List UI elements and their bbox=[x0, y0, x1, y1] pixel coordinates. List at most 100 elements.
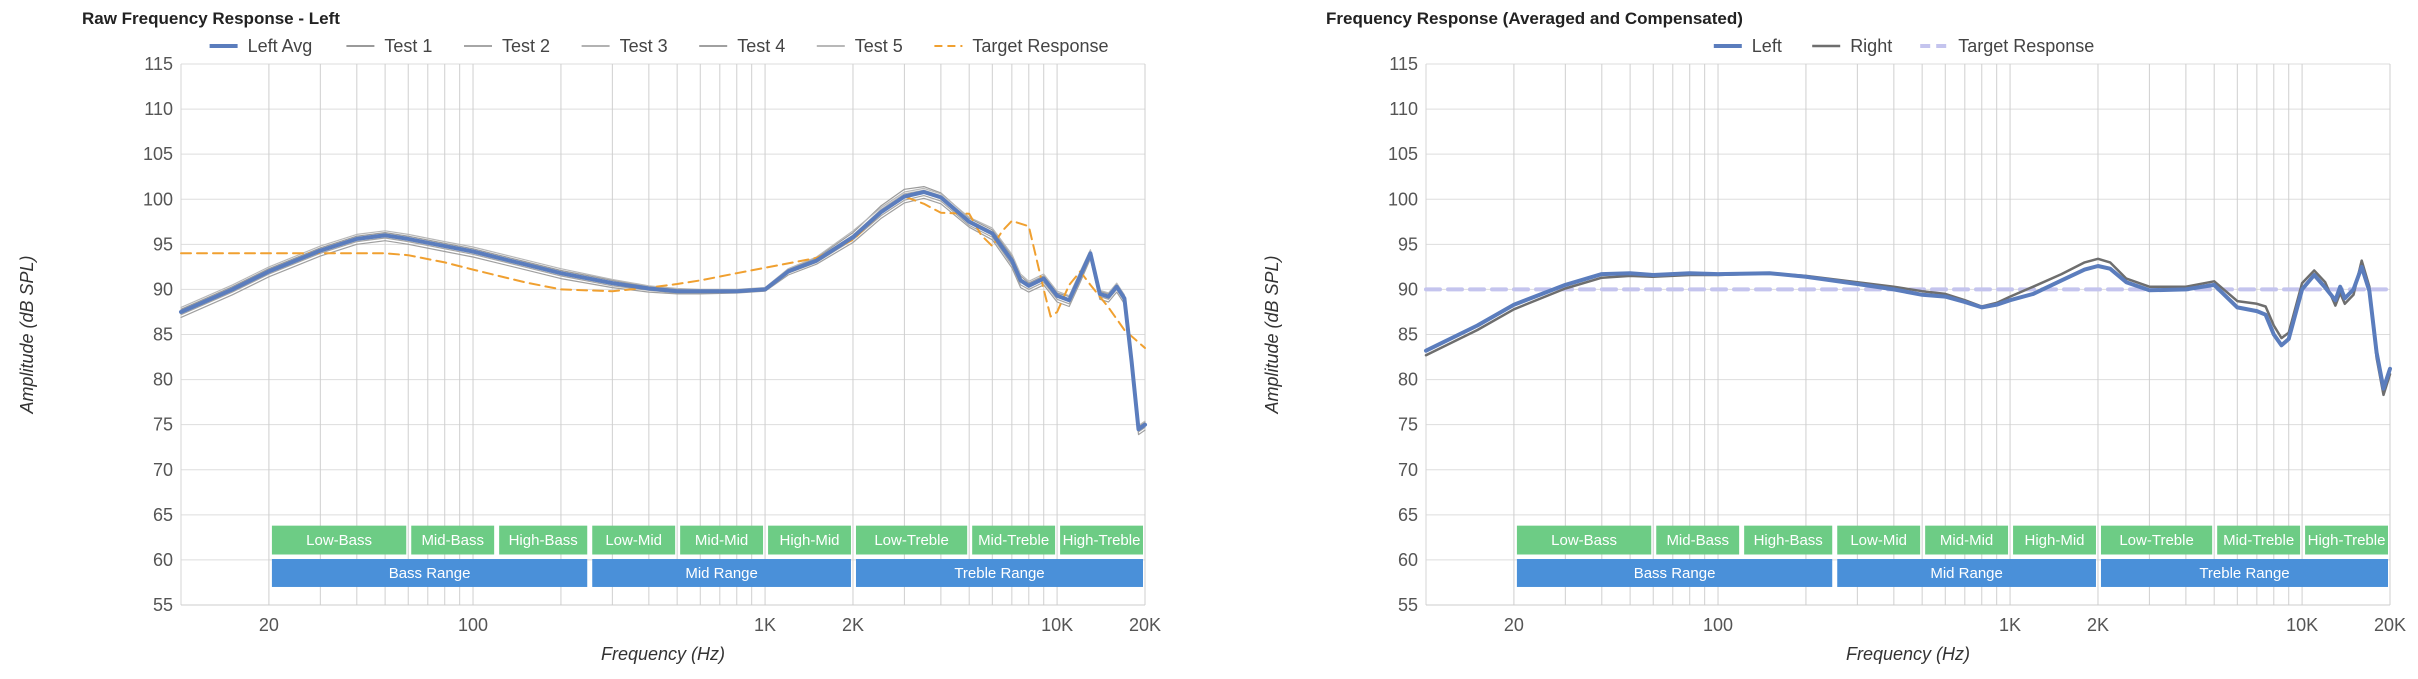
y-tick-label: 100 bbox=[143, 189, 173, 209]
band-low-bass bbox=[271, 525, 407, 555]
y-tick-label: 85 bbox=[153, 325, 173, 345]
x-tick-label: 10K bbox=[1041, 615, 1073, 635]
range-mid-range bbox=[592, 559, 851, 587]
band-label: Mid-Mid bbox=[1940, 532, 1993, 549]
y-axis-label: Amplitude (dB SPL) bbox=[17, 255, 37, 414]
range-label: Bass Range bbox=[1634, 565, 1716, 582]
y-tick-label: 70 bbox=[1398, 460, 1418, 480]
y-tick-label: 95 bbox=[1398, 234, 1418, 254]
band-label: Mid-Bass bbox=[421, 532, 484, 549]
y-tick-label: 115 bbox=[1389, 54, 1418, 74]
legend-label: Test 1 bbox=[384, 36, 432, 56]
series-line-left bbox=[1424, 264, 2392, 391]
series-line-test-3 bbox=[180, 189, 1146, 429]
band-label: Low-Mid bbox=[605, 532, 662, 549]
band-mid-treble bbox=[2217, 525, 2301, 555]
band-label: Low-Treble bbox=[2119, 532, 2193, 549]
x-tick-label: 2K bbox=[842, 615, 864, 635]
y-tick-label: 75 bbox=[153, 415, 173, 435]
band-label: Mid-Treble bbox=[978, 532, 1049, 549]
chart-2: Frequency Response (Averaged and Compens… bbox=[1262, 9, 2406, 664]
band-low-mid bbox=[592, 525, 676, 555]
series-line-target-response bbox=[180, 195, 1146, 349]
series-line-right bbox=[1424, 257, 2392, 397]
y-tick-label: 55 bbox=[153, 595, 173, 615]
series-line-left-avg bbox=[179, 190, 1147, 432]
x-axis-label: Frequency (Hz) bbox=[1846, 644, 1970, 664]
band-low-mid bbox=[1837, 525, 1921, 555]
y-tick-label: 75 bbox=[1398, 415, 1418, 435]
y-tick-label: 110 bbox=[1389, 99, 1418, 119]
legend-label: Test 4 bbox=[737, 36, 785, 56]
y-tick-label: 105 bbox=[143, 144, 173, 164]
y-tick-label: 60 bbox=[153, 550, 173, 570]
chart-1: Raw Frequency Response - Left 55 60 65 70 75 8… bbox=[17, 9, 1161, 664]
legend-label: Test 5 bbox=[855, 36, 903, 56]
x-tick-label: 100 bbox=[458, 615, 488, 635]
legend: Left Right Target Response bbox=[1713, 36, 2094, 56]
y-tick-label: 65 bbox=[153, 505, 173, 525]
band-high-treble bbox=[2305, 525, 2388, 555]
band-mid-mid bbox=[680, 525, 764, 555]
legend-label: Target Response bbox=[972, 36, 1108, 56]
band-label: High-Bass bbox=[509, 532, 578, 549]
range-label: Bass Range bbox=[389, 565, 471, 582]
range-mid-range bbox=[1837, 559, 2096, 587]
series-line-test-1 bbox=[180, 186, 1146, 428]
y-tick-label: 115 bbox=[144, 54, 173, 74]
band-label: Mid-Bass bbox=[1666, 532, 1729, 549]
y-tick-label: 110 bbox=[144, 99, 173, 119]
series-line-test-2 bbox=[180, 195, 1146, 433]
band-label: High-Bass bbox=[1754, 532, 1823, 549]
y-tick-label: 85 bbox=[1398, 325, 1418, 345]
band-label: Mid-Mid bbox=[695, 532, 748, 549]
x-axis-label: Frequency (Hz) bbox=[601, 644, 725, 664]
range-label: Mid Range bbox=[685, 565, 758, 582]
legend-label: Target Response bbox=[1958, 36, 2094, 56]
x-tick-label: 100 bbox=[1703, 615, 1733, 635]
legend-label: Left Avg bbox=[248, 36, 313, 56]
band-label: Low-Bass bbox=[306, 532, 372, 549]
range-bass-range bbox=[1516, 559, 1833, 587]
band-label: High-Treble bbox=[1063, 532, 1141, 549]
y-tick-label: 80 bbox=[153, 370, 173, 390]
x-tick-label: 1K bbox=[1999, 615, 2021, 635]
x-tick-label: 20 bbox=[259, 615, 279, 635]
band-low-bass bbox=[1516, 525, 1652, 555]
range-label: Treble Range bbox=[954, 565, 1044, 582]
y-tick-label: 65 bbox=[1398, 505, 1418, 525]
y-axis-label: Amplitude (dB SPL) bbox=[1262, 255, 1282, 414]
y-tick-label: 70 bbox=[153, 460, 173, 480]
band-low-treble bbox=[855, 525, 968, 555]
x-tick-label: 1K bbox=[754, 615, 776, 635]
x-tick-label: 20K bbox=[2374, 615, 2406, 635]
band-label: Low-Mid bbox=[1850, 532, 1907, 549]
y-tick-label: 105 bbox=[1388, 144, 1418, 164]
band-high-mid bbox=[768, 525, 851, 555]
band-label: Low-Treble bbox=[874, 532, 948, 549]
y-tick-label: 80 bbox=[1398, 370, 1418, 390]
band-label: High-Mid bbox=[2025, 532, 2085, 549]
y-tick-label: 90 bbox=[153, 279, 173, 299]
range-label: Treble Range bbox=[2199, 565, 2289, 582]
legend-label: Test 3 bbox=[620, 36, 668, 56]
chart-title: Raw Frequency Response - Left bbox=[82, 9, 340, 28]
x-tick-label: 20 bbox=[1504, 615, 1524, 635]
chart-title: Frequency Response (Averaged and Compens… bbox=[1326, 9, 1743, 28]
band-high-bass bbox=[499, 525, 588, 555]
legend-label: Right bbox=[1850, 36, 1892, 56]
range-treble-range bbox=[855, 559, 1143, 587]
range-treble-range bbox=[2100, 559, 2388, 587]
y-tick-label: 55 bbox=[1398, 595, 1418, 615]
series-line-test-5 bbox=[180, 187, 1146, 427]
x-tick-label: 2K bbox=[2087, 615, 2109, 635]
y-tick-label: 95 bbox=[153, 234, 173, 254]
band-label: Mid-Treble bbox=[2223, 532, 2294, 549]
band-mid-mid bbox=[1925, 525, 2009, 555]
band-high-mid bbox=[2013, 525, 2096, 555]
band-mid-bass bbox=[1656, 525, 1740, 555]
band-high-bass bbox=[1744, 525, 1833, 555]
legend-label: Test 2 bbox=[502, 36, 550, 56]
